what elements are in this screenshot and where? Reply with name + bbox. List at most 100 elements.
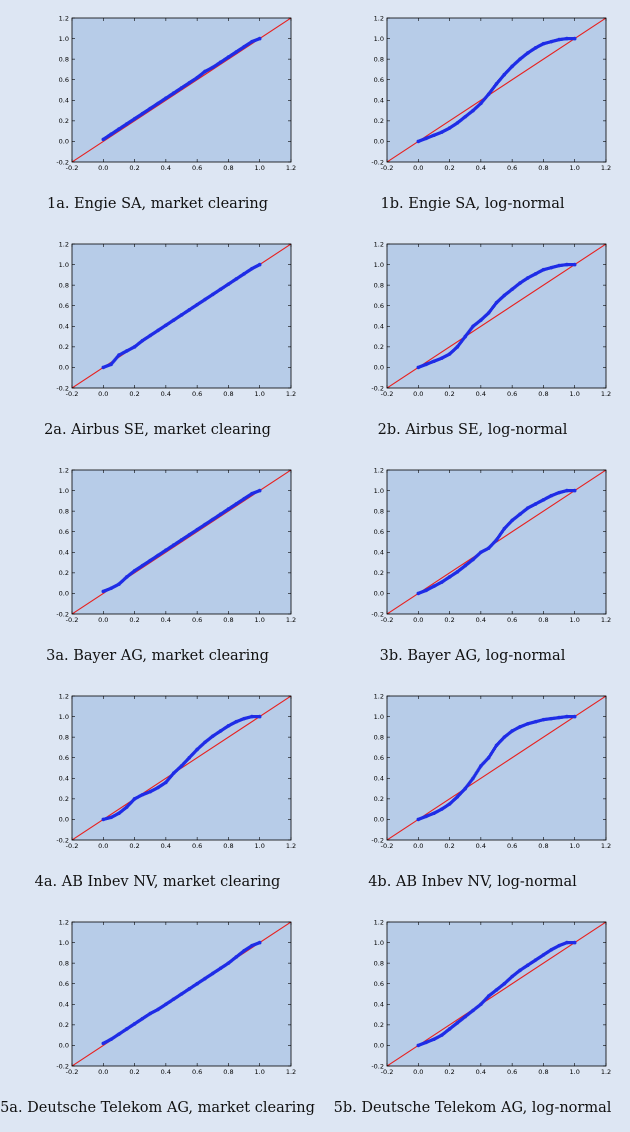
panel-caption: 4a. AB Inbev NV, market clearing <box>34 874 281 890</box>
y-tick-label: -0.2 <box>371 836 384 844</box>
y-tick-label: -0.2 <box>56 158 69 166</box>
x-tick-label: 0.4 <box>161 616 171 624</box>
x-tick-label: 0.2 <box>129 616 139 624</box>
data-point <box>257 262 262 267</box>
x-tick-label: 0.6 <box>507 616 517 624</box>
panel-4b: -0.2 0.0 0.2 0.4 0.6 0.8 1.0 1.2 -0.2 0.0 0.2 0.4 0.… <box>315 678 630 904</box>
x-tick-label: 1.0 <box>255 616 265 624</box>
x-tick-label: 1.0 <box>570 616 580 624</box>
panel-4a: -0.2 0.0 0.2 0.4 0.6 0.8 1.0 1.2 -0.2 0.0 0.2 0.4 0.… <box>0 678 315 904</box>
y-tick-label: 0.2 <box>59 795 69 803</box>
data-point <box>572 714 577 719</box>
x-tick-label: 0.0 <box>413 164 423 172</box>
qq-chart-5b: -0.2 0.0 0.2 0.4 0.6 0.8 1.0 1.2 -0.2 0.0 0.2 0.4 0.… <box>371 918 611 1076</box>
y-tick-label: 0.4 <box>374 1001 384 1009</box>
axes-frame <box>71 17 292 163</box>
x-tick-label: -0.2 <box>381 616 394 624</box>
x-tick-label: 0.6 <box>192 842 202 850</box>
y-tick-label: 0.6 <box>59 980 69 988</box>
y-tick-label: 0.6 <box>59 754 69 762</box>
y-tick-label: 1.2 <box>59 240 69 248</box>
y-tick-label: 1.0 <box>59 35 69 43</box>
y-tick-label: -0.2 <box>56 384 69 392</box>
x-tick-label: 0.0 <box>413 616 423 624</box>
x-tick-label: -0.2 <box>381 390 394 398</box>
data-point <box>572 940 577 945</box>
x-tick-label: -0.2 <box>381 1068 394 1076</box>
y-tick-label: 1.0 <box>59 939 69 947</box>
qq-chart-3a: -0.2 0.0 0.2 0.4 0.6 0.8 1.0 1.2 -0.2 0.0 0.2 0.4 0.… <box>56 466 296 624</box>
x-tick-label: 1.2 <box>601 616 611 624</box>
y-tick-label: 1.2 <box>59 14 69 22</box>
panel-caption: 1b. Engie SA, log-normal <box>380 196 565 212</box>
y-tick-label: 0.8 <box>59 55 69 63</box>
x-tick-label: 0.2 <box>129 1068 139 1076</box>
y-tick-label: 0.4 <box>59 549 69 557</box>
y-tick-label: -0.2 <box>371 158 384 166</box>
x-tick-label: 0.4 <box>476 164 486 172</box>
y-tick-label: 0.8 <box>59 507 69 515</box>
data-point <box>257 488 262 493</box>
y-tick-label: 0.4 <box>374 97 384 105</box>
y-tick-label: 0.8 <box>59 733 69 741</box>
x-tick-label: 1.2 <box>286 842 296 850</box>
x-tick-label: 1.0 <box>255 842 265 850</box>
x-tick-label: 0.2 <box>444 1068 454 1076</box>
y-tick-label: 0.4 <box>374 775 384 783</box>
x-tick-label: 0.8 <box>223 390 233 398</box>
y-tick-label: 0.8 <box>374 55 384 63</box>
axes-frame <box>386 695 607 841</box>
x-tick-label: 0.4 <box>161 1068 171 1076</box>
x-tick-label: -0.2 <box>66 390 79 398</box>
x-tick-label: 0.4 <box>161 842 171 850</box>
x-tick-label: 0.0 <box>413 390 423 398</box>
x-tick-label: 0.6 <box>507 842 517 850</box>
panel-1b: -0.2 0.0 0.2 0.4 0.6 0.8 1.0 1.2 -0.2 0.0 0.2 0.4 0.… <box>315 0 630 226</box>
y-tick-label: 0.4 <box>59 323 69 331</box>
y-tick-label: 0.2 <box>59 343 69 351</box>
y-tick-label: 0.4 <box>374 549 384 557</box>
y-tick-label: 1.2 <box>59 918 69 926</box>
y-tick-label: 0.6 <box>59 528 69 536</box>
x-tick-label: 1.0 <box>255 164 265 172</box>
x-tick-label: 1.2 <box>286 390 296 398</box>
panel-caption: 3a. Bayer AG, market clearing <box>46 648 269 664</box>
x-tick-label: 0.6 <box>507 164 517 172</box>
y-tick-label: -0.2 <box>56 610 69 618</box>
y-tick-label: 0.0 <box>374 138 384 146</box>
y-tick-label: 0.8 <box>374 733 384 741</box>
x-tick-label: 1.2 <box>601 1068 611 1076</box>
x-tick-label: 0.2 <box>129 390 139 398</box>
x-tick-label: -0.2 <box>66 842 79 850</box>
x-tick-label: 0.2 <box>444 842 454 850</box>
x-tick-label: 0.8 <box>538 164 548 172</box>
x-tick-label: 1.2 <box>286 616 296 624</box>
y-tick-label: 1.0 <box>374 261 384 269</box>
x-tick-label: 0.6 <box>507 1068 517 1076</box>
x-tick-label: 0.8 <box>538 390 548 398</box>
x-tick-label: 0.8 <box>538 842 548 850</box>
y-tick-label: 1.2 <box>374 240 384 248</box>
y-tick-label: 0.2 <box>374 569 384 577</box>
data-point <box>572 488 577 493</box>
y-tick-label: 0.2 <box>374 117 384 125</box>
x-tick-label: 0.2 <box>444 616 454 624</box>
x-tick-label: 0.0 <box>413 842 423 850</box>
y-tick-label: 1.0 <box>59 713 69 721</box>
x-tick-label: 0.6 <box>192 164 202 172</box>
x-tick-label: 0.2 <box>129 164 139 172</box>
panel-5b: -0.2 0.0 0.2 0.4 0.6 0.8 1.0 1.2 -0.2 0.0 0.2 0.4 0.… <box>315 904 630 1130</box>
y-tick-label: 0.2 <box>374 1021 384 1029</box>
data-point <box>257 940 262 945</box>
x-tick-label: 0.4 <box>161 390 171 398</box>
panel-caption: 4b. AB Inbev NV, log-normal <box>368 874 577 890</box>
x-tick-label: 0.8 <box>223 842 233 850</box>
axes-frame <box>386 243 607 389</box>
axes-frame <box>386 921 607 1067</box>
panel-caption: 2a. Airbus SE, market clearing <box>44 422 271 438</box>
data-point <box>572 262 577 267</box>
y-tick-label: 0.2 <box>374 795 384 803</box>
x-tick-label: -0.2 <box>66 1068 79 1076</box>
x-tick-label: 0.0 <box>98 842 108 850</box>
